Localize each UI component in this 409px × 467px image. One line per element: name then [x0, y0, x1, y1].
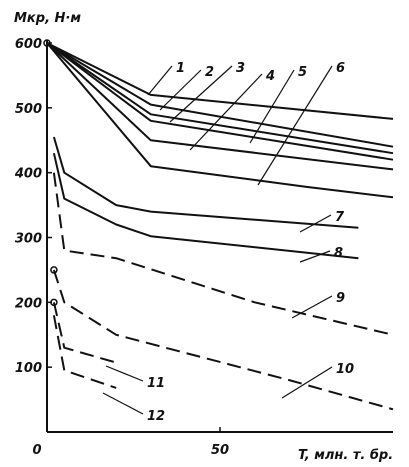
curve-label-12: 12 — [147, 409, 165, 424]
curve-label-7: 7 — [335, 210, 345, 225]
curve-label-4: 4 — [265, 69, 275, 84]
curve-label-6: 6 — [336, 61, 345, 76]
y-tick-label: 200 — [15, 296, 42, 311]
series-layer — [46, 42, 394, 411]
x-axis-title: T, млн. т. бр. — [298, 448, 393, 463]
curve-label-1: 1 — [176, 61, 185, 76]
curve-leader-1 — [147, 65, 173, 96]
curve-leader-11 — [105, 365, 144, 382]
curve-label-9: 9 — [336, 291, 345, 306]
series-line-10 — [52, 269, 394, 411]
series-line-1 — [46, 42, 394, 120]
series-line-8 — [52, 152, 359, 260]
curve-label-3: 3 — [236, 61, 245, 76]
axes: 100 200 300 400 500 600 0 50 — [14, 37, 393, 458]
axis-point-marker — [43, 39, 51, 47]
curve-label-11: 11 — [147, 376, 165, 391]
curve-leader-9 — [291, 295, 333, 319]
curve-leader-7 — [299, 214, 332, 233]
curve-label-2: 2 — [205, 65, 214, 80]
y-tick-label: 100 — [15, 361, 42, 376]
series-line-6 — [46, 42, 394, 199]
y-tick-label: 300 — [15, 232, 42, 247]
x-tick-label: 50 — [211, 443, 229, 458]
curve-leader-10 — [281, 366, 333, 399]
y-tick-label: 500 — [15, 102, 42, 117]
curve-leader-5 — [249, 69, 295, 144]
curve-leader-6 — [257, 65, 333, 186]
curve-leader-8 — [299, 250, 331, 263]
series-line-4 — [46, 42, 394, 161]
curve-label-8: 8 — [334, 246, 343, 261]
curve-label-10: 10 — [336, 362, 354, 377]
curve-leader-4 — [189, 73, 263, 151]
series-line-2 — [46, 42, 394, 148]
y-tick-label: 600 — [15, 37, 42, 52]
curve-leader-12 — [102, 392, 144, 415]
y-tick-label: 400 — [14, 167, 42, 182]
series-line-3 — [46, 42, 394, 155]
series-line-5 — [46, 42, 394, 171]
series-line-7 — [52, 136, 359, 229]
curve-label-5: 5 — [298, 65, 307, 80]
series-line-11 — [52, 302, 117, 364]
series-line-12 — [52, 315, 117, 389]
curve-leader-3 — [169, 65, 233, 123]
curve-leader-2 — [159, 69, 202, 111]
x-tick-label: 0 — [32, 443, 41, 458]
y-axis-title: Mкр, Н·м — [14, 11, 81, 26]
